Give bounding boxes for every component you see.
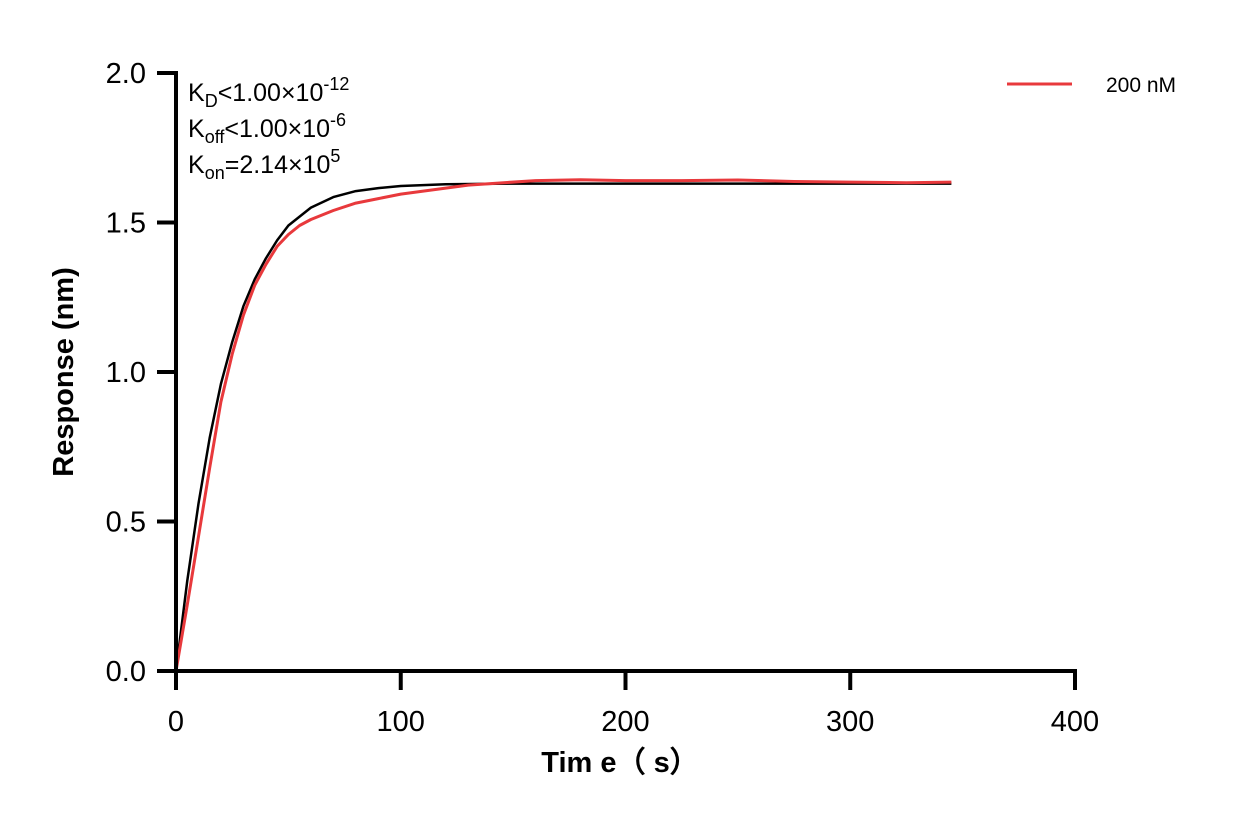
y-tick-label: 2.0 <box>106 58 146 90</box>
y-axis-label: Response (nm) <box>48 267 80 476</box>
fit-curve-line <box>174 182 952 672</box>
x-axis-label: Tim e（ s） <box>541 746 698 779</box>
y-tick-label: 0.5 <box>106 507 146 539</box>
curves <box>174 178 952 672</box>
x-tick-label: 300 <box>826 706 874 738</box>
y-tick-label: 1.5 <box>106 208 146 240</box>
legend-label: 200 nM <box>1106 74 1176 97</box>
y-tick-label: 0.0 <box>106 656 146 688</box>
ticks: 0 100 200 300 400 0.0 0.5 1.0 1.5 2.0 <box>106 58 1100 738</box>
annotation-off: Koff<1.00×10-6 <box>188 110 346 147</box>
x-tick-label: 200 <box>601 706 649 738</box>
x-tick-label: 100 <box>377 706 425 738</box>
x-tick-label: 400 <box>1051 706 1099 738</box>
annotation-on: Kon=2.14×105 <box>188 146 340 183</box>
series-200nM-line <box>174 178 952 672</box>
x-tick-label: 0 <box>168 706 184 738</box>
annotation-D: KD<1.00×10-12 <box>188 74 349 111</box>
legend: 200 nM <box>1007 74 1176 97</box>
y-tick-label: 1.0 <box>106 357 146 389</box>
